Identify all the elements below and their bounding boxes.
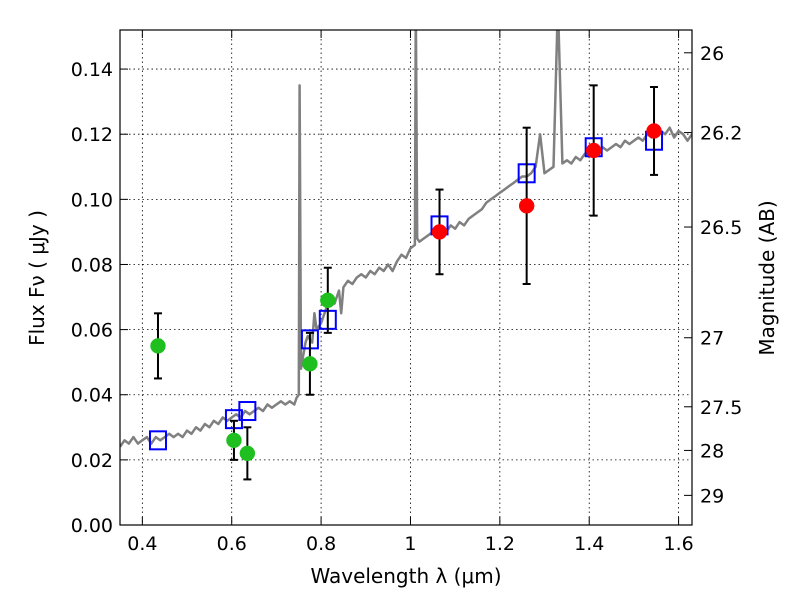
y-axis-title: Flux Fν ( μJy ) xyxy=(25,210,49,346)
x-tick-label: 1 xyxy=(404,533,416,555)
right-axis-title: Magnitude (AB) xyxy=(755,200,779,355)
right-tick-label: 26 xyxy=(700,43,724,65)
right-tick-label: 27 xyxy=(700,328,724,350)
y-tick-label: 0.14 xyxy=(71,59,113,81)
model-band-square xyxy=(238,401,257,422)
y-tick-label: 0.06 xyxy=(71,320,113,342)
axis-ticks: 0.4 0.6 0.8 1 1.2 1.4 1.6 0.00 0.02 0.04 0.06 0.08 0… xyxy=(71,30,742,555)
x-tick-label: 1.6 xyxy=(663,533,693,555)
flux-point xyxy=(585,142,602,159)
flux-point xyxy=(226,432,242,449)
flux-point xyxy=(320,292,336,309)
plot-frame xyxy=(119,29,693,526)
right-tick-label: 27.5 xyxy=(700,397,742,419)
flux-point xyxy=(302,356,318,372)
x-tick-label: 0.4 xyxy=(127,533,157,555)
photometry-points xyxy=(148,84,664,481)
y-tick-label: 0.02 xyxy=(71,450,113,472)
flux-point xyxy=(431,224,448,240)
right-tick-label: 29 xyxy=(700,485,724,507)
plot-background xyxy=(120,30,692,525)
y-tick-label: 0.04 xyxy=(71,385,113,407)
flux-point xyxy=(150,338,166,354)
y-tick-label: 0.10 xyxy=(71,189,113,211)
grid xyxy=(120,30,692,526)
x-tick-label: 1.4 xyxy=(574,533,604,555)
right-tick-label: 26.5 xyxy=(700,217,742,239)
y-tick-label: 0.08 xyxy=(71,254,113,276)
flux-point xyxy=(239,445,256,462)
x-tick-label: 0.6 xyxy=(217,533,247,555)
flux-point xyxy=(646,123,662,139)
model-band-square xyxy=(148,430,167,451)
x-axis-title: Wavelength λ (μm) xyxy=(310,564,501,588)
right-tick-label: 26.2 xyxy=(700,123,742,145)
y-tick-label: 0.00 xyxy=(71,515,113,537)
x-tick-label: 0.8 xyxy=(306,533,336,555)
y-tick-label: 0.12 xyxy=(71,124,113,146)
right-tick-label: 28 xyxy=(700,440,724,462)
flux-point xyxy=(518,198,535,214)
x-tick-label: 1.2 xyxy=(485,533,515,555)
